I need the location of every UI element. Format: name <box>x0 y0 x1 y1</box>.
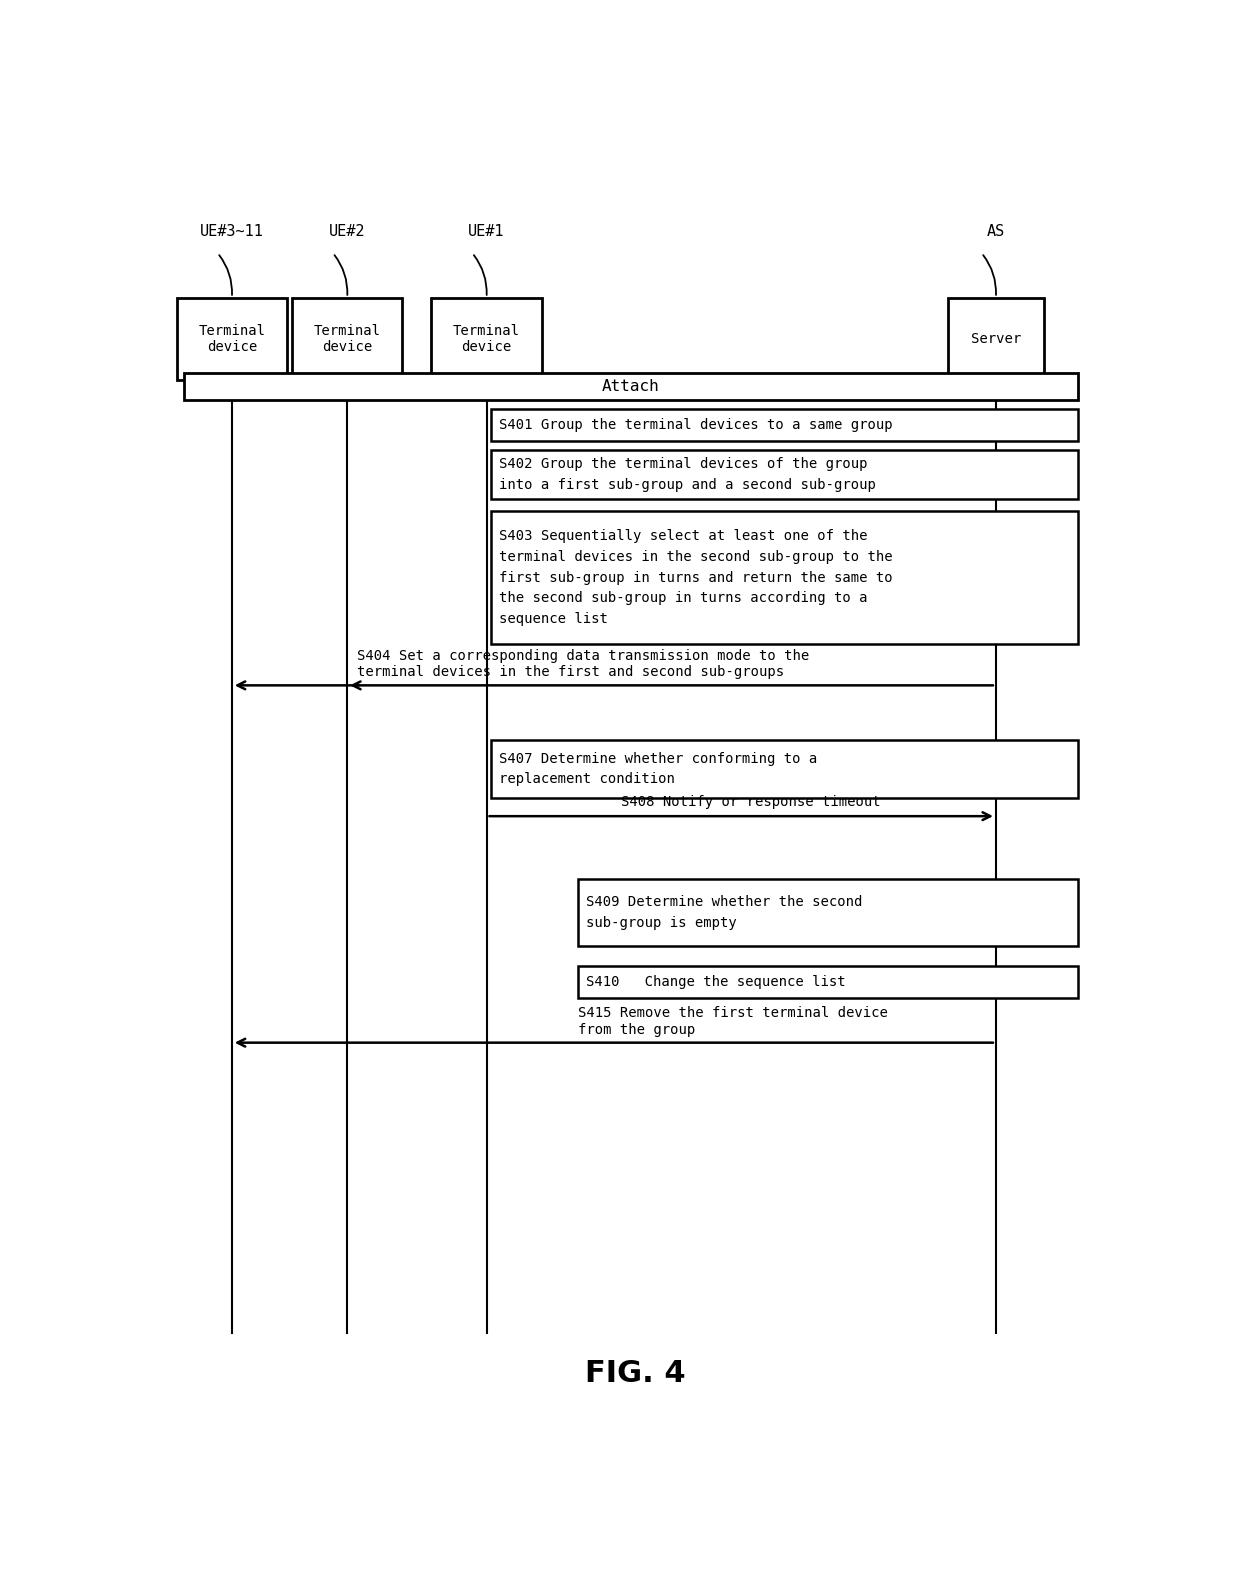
Text: Attach: Attach <box>601 379 660 393</box>
Bar <box>491 450 1078 499</box>
Text: S410   Change the sequence list: S410 Change the sequence list <box>585 975 846 989</box>
Bar <box>432 297 542 381</box>
Bar <box>176 297 288 381</box>
Text: S407 Determine whether conforming to a
replacement condition: S407 Determine whether conforming to a r… <box>498 752 817 786</box>
Bar <box>491 511 1078 645</box>
Text: S404 Set a corresponding data transmission mode to the
terminal devices in the f: S404 Set a corresponding data transmissi… <box>357 650 808 680</box>
Text: UE#3~11: UE#3~11 <box>200 223 264 239</box>
Bar <box>947 297 1044 381</box>
Bar <box>491 739 1078 798</box>
Text: S403 Sequentially select at least one of the
terminal devices in the second sub-: S403 Sequentially select at least one of… <box>498 530 893 626</box>
Text: S415 Remove the first terminal device
from the group: S415 Remove the first terminal device fr… <box>578 1007 888 1037</box>
Bar <box>578 879 1078 945</box>
Text: S408 Notify or response timeout: S408 Notify or response timeout <box>621 794 880 809</box>
Bar <box>578 966 1078 997</box>
Text: Terminal
device: Terminal device <box>198 324 265 354</box>
Text: Server: Server <box>971 332 1021 346</box>
Text: UE#2: UE#2 <box>329 223 366 239</box>
Text: UE#1: UE#1 <box>469 223 505 239</box>
Bar <box>184 373 1078 400</box>
Text: AS: AS <box>987 223 1004 239</box>
Text: S409 Determine whether the second
sub-group is empty: S409 Determine whether the second sub-gr… <box>585 895 862 930</box>
Text: Terminal
device: Terminal device <box>314 324 381 354</box>
Text: S401 Group the terminal devices to a same group: S401 Group the terminal devices to a sam… <box>498 418 893 433</box>
Bar <box>491 409 1078 440</box>
Bar <box>291 297 403 381</box>
Text: FIG. 4: FIG. 4 <box>585 1359 686 1387</box>
Text: S402 Group the terminal devices of the group
into a first sub-group and a second: S402 Group the terminal devices of the g… <box>498 458 875 492</box>
Text: Terminal
device: Terminal device <box>453 324 520 354</box>
